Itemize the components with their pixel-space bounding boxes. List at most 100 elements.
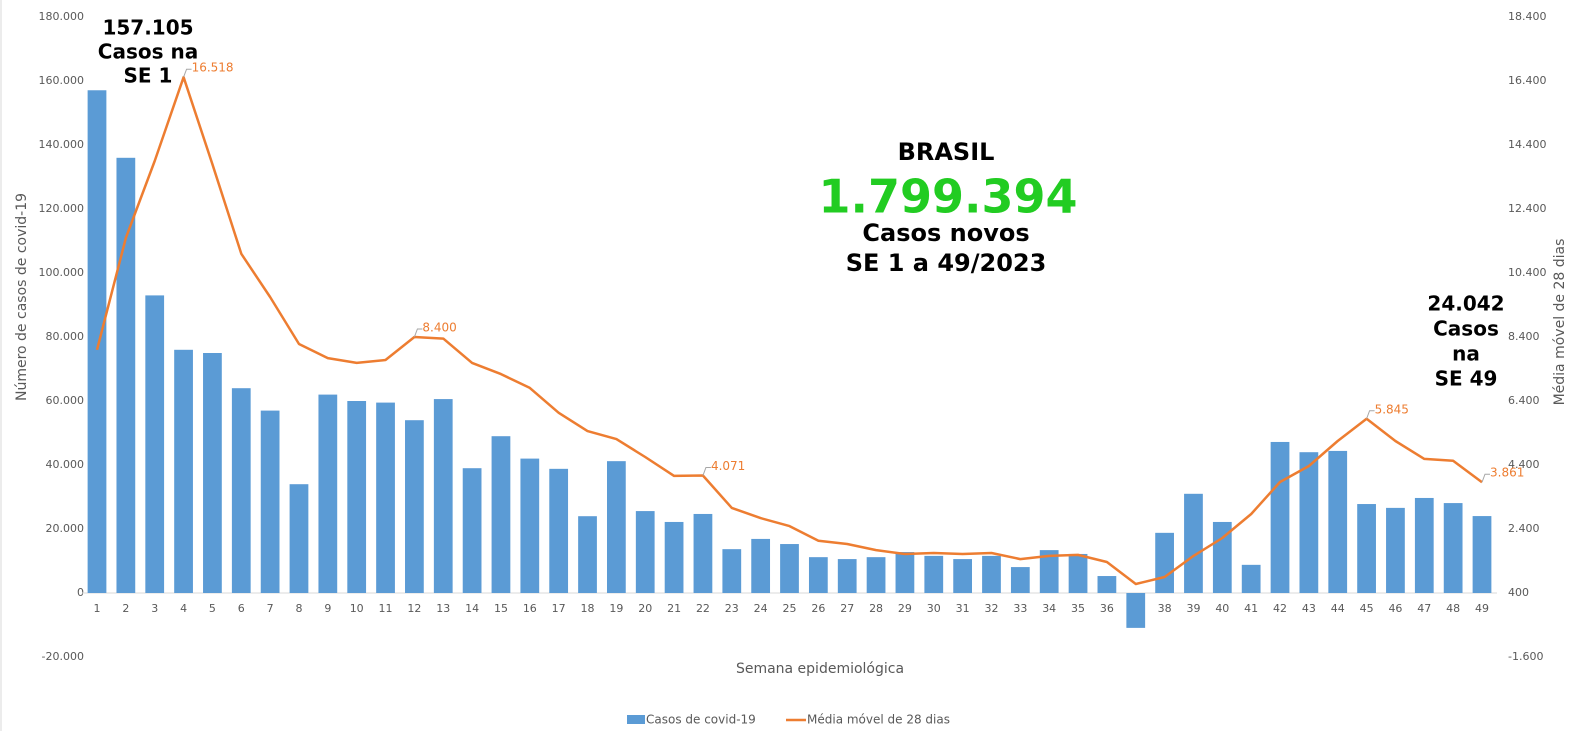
x-tick-label: 45 [1360, 602, 1374, 615]
x-tick-label: 28 [869, 602, 883, 615]
x-tick-label: 8 [295, 602, 302, 615]
bar [491, 436, 511, 593]
y2-tick-label: 10.400 [1508, 266, 1547, 279]
value-label: 16.518 [192, 61, 234, 75]
bar [405, 420, 424, 593]
bar [1443, 503, 1463, 593]
x-tick-label: 46 [1388, 602, 1402, 615]
x-tick-label: 47 [1417, 602, 1431, 615]
y2-axis-title: Média móvel de 28 dias [1552, 239, 1568, 406]
line [95, 75, 1483, 586]
bar [145, 295, 165, 593]
x-tick-label: 44 [1331, 602, 1345, 615]
bar [895, 552, 915, 593]
value-label: 3.861 [1490, 466, 1524, 480]
y-tick-label: 60.000 [46, 394, 85, 407]
x-tick-label: 4 [180, 602, 187, 615]
y2-tick-label: 12.400 [1508, 202, 1547, 215]
x-tick-label: 26 [811, 602, 825, 615]
x-tick-label: 20 [638, 602, 652, 615]
x-tick-label: 49 [1475, 602, 1489, 615]
annotation: SE 1 a 49/2023 [846, 249, 1047, 277]
annotation: na [1452, 342, 1480, 366]
bar [635, 511, 655, 593]
value-label: 8.400 [422, 321, 456, 335]
bar [1097, 576, 1117, 593]
x-tick-label: 2 [122, 602, 129, 615]
bar [1039, 550, 1059, 593]
x-tick-label: 24 [754, 602, 768, 615]
bar [693, 513, 713, 593]
y-tick-label: 0 [77, 586, 84, 599]
x-tick-label: 21 [667, 602, 681, 615]
x-tick-label: 3 [151, 602, 158, 615]
y-tick-label: 120.000 [39, 202, 85, 215]
annotation: Casos [1433, 317, 1499, 341]
x-axis-title: Semana epidemiológica [736, 661, 904, 677]
label-leader [702, 467, 711, 476]
value-label: 4.071 [711, 459, 745, 473]
bar [1357, 504, 1376, 593]
x-tick-label: 43 [1302, 602, 1316, 615]
y2-tick-label: 14.400 [1508, 138, 1547, 151]
x-tick-label: 11 [379, 602, 393, 615]
y2-tick-label: 400 [1508, 586, 1529, 599]
bar [289, 484, 309, 593]
y2-tick-label: -1.600 [1508, 650, 1543, 663]
bar [722, 549, 742, 593]
x-tick-label: 39 [1186, 602, 1200, 615]
annotation: BRASIL [898, 138, 995, 166]
bar [1414, 497, 1434, 593]
x-tick-label: 17 [552, 602, 566, 615]
y-tick-label: -20.000 [42, 650, 84, 663]
annotation: 157.105 [102, 16, 193, 40]
bar [1472, 516, 1492, 593]
bar [1126, 593, 1146, 628]
label-leader [183, 68, 192, 78]
x-tick-label: 9 [324, 602, 331, 615]
x-tick-label: 16 [523, 602, 537, 615]
bar [751, 538, 771, 593]
y-axis-title: Número de casos de covid-19 [14, 193, 30, 401]
bar [260, 410, 280, 593]
y-tick-label: 100.000 [39, 266, 85, 279]
annotation: Casos novos [862, 219, 1029, 247]
y2-tick-label: 2.400 [1508, 522, 1540, 535]
bar [1155, 532, 1174, 593]
x-tick-label: 14 [465, 602, 479, 615]
bar [1184, 493, 1203, 593]
x-tick-label: 48 [1446, 602, 1460, 615]
annotation: 1.799.394 [819, 170, 1078, 224]
legend-label: Média móvel de 28 dias [807, 713, 950, 727]
bar [116, 157, 136, 594]
bar [376, 402, 395, 593]
x-tick-label: 32 [984, 602, 998, 615]
y-tick-label: 180.000 [39, 10, 85, 23]
bar [982, 555, 1001, 593]
bar [462, 468, 482, 593]
bar [347, 401, 367, 593]
label-leader [1366, 410, 1375, 419]
x-tick-label: 41 [1244, 602, 1258, 615]
x-tick-label: 18 [581, 602, 595, 615]
bar [664, 521, 684, 593]
x-tick-label: 12 [407, 602, 421, 615]
bar [1068, 553, 1088, 593]
bar [1386, 507, 1405, 593]
x-tick-label: 34 [1042, 602, 1056, 615]
x-tick-label: 10 [350, 602, 364, 615]
y2-tick-label: 18.400 [1508, 10, 1547, 23]
x-tick-label: 29 [898, 602, 912, 615]
x-tick-label: 25 [783, 602, 797, 615]
label-leader [1481, 473, 1490, 483]
y-tick-label: 160.000 [39, 74, 85, 87]
x-tick-label: 5 [209, 602, 216, 615]
x-tick-label: 13 [436, 602, 450, 615]
annotation: SE 1 [124, 64, 173, 88]
bar [866, 557, 886, 593]
bar [808, 557, 828, 593]
bar [606, 461, 626, 593]
y2-tick-label: 4.400 [1508, 458, 1540, 471]
bar [231, 388, 251, 593]
bar [780, 544, 799, 593]
